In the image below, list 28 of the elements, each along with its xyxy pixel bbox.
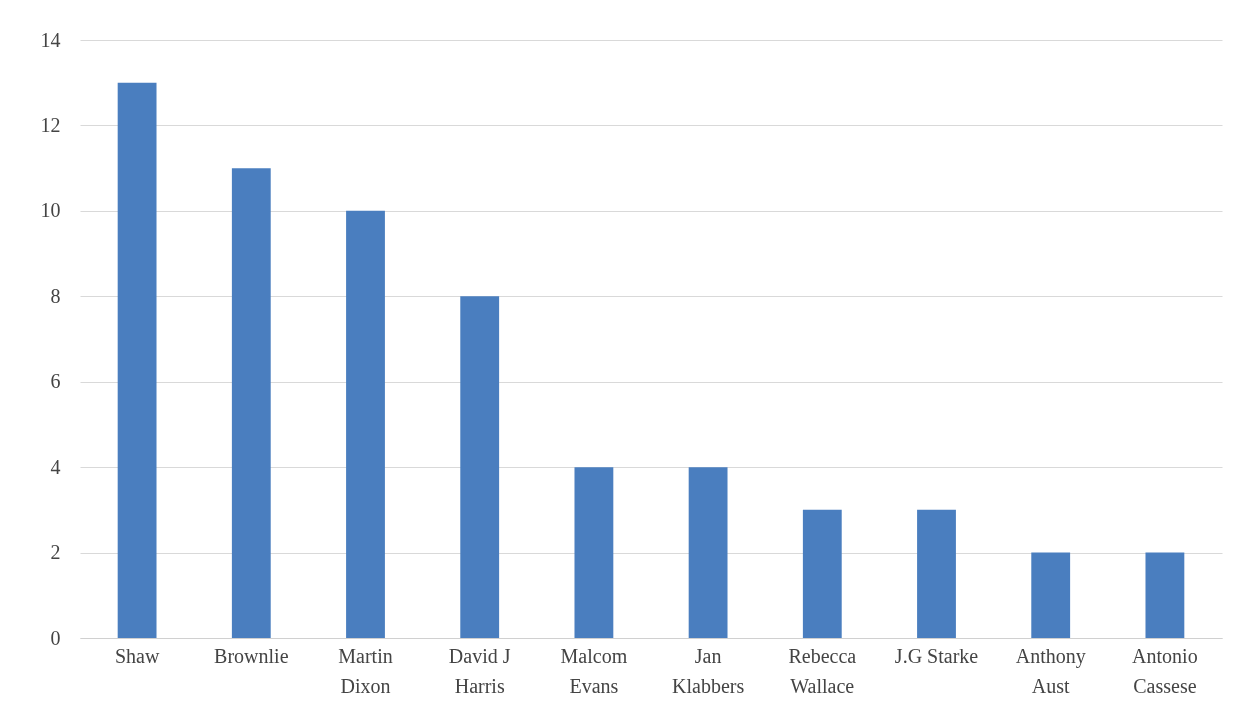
bar <box>117 82 157 638</box>
x-tick-label: Rebecca Wallace <box>788 644 857 697</box>
x-tick-label: Anthony Aust <box>1015 644 1086 697</box>
bar <box>688 467 728 638</box>
bar <box>1145 552 1185 638</box>
x-tick-label: Jan Klabbers <box>672 644 745 697</box>
bar <box>346 210 385 638</box>
y-tick-label: 14 <box>40 28 61 51</box>
y-tick-label: 10 <box>40 199 61 222</box>
bar <box>802 509 842 638</box>
x-tick-label: J.G Starke <box>894 644 979 667</box>
y-tick-label: 0 <box>50 626 61 649</box>
bar <box>231 168 271 638</box>
y-tick-label: 4 <box>50 455 61 478</box>
y-tick-label: 6 <box>50 370 61 393</box>
y-tick-label: 2 <box>50 541 61 564</box>
x-tick-label: Malcom Evans <box>560 644 628 697</box>
x-tick-label: Brownlie <box>214 644 289 667</box>
bar <box>460 296 500 638</box>
bar <box>917 509 956 638</box>
y-tick-label: 12 <box>40 113 61 136</box>
x-tick-label: Shaw <box>114 644 160 667</box>
x-tick-label: Martin Dixon <box>338 644 393 697</box>
bar <box>574 467 614 638</box>
bar <box>1031 552 1071 638</box>
x-tick-label: Antonio Cassese <box>1132 644 1198 697</box>
y-tick-label: 8 <box>50 284 61 307</box>
x-tick-label: David J Harris <box>448 644 511 697</box>
